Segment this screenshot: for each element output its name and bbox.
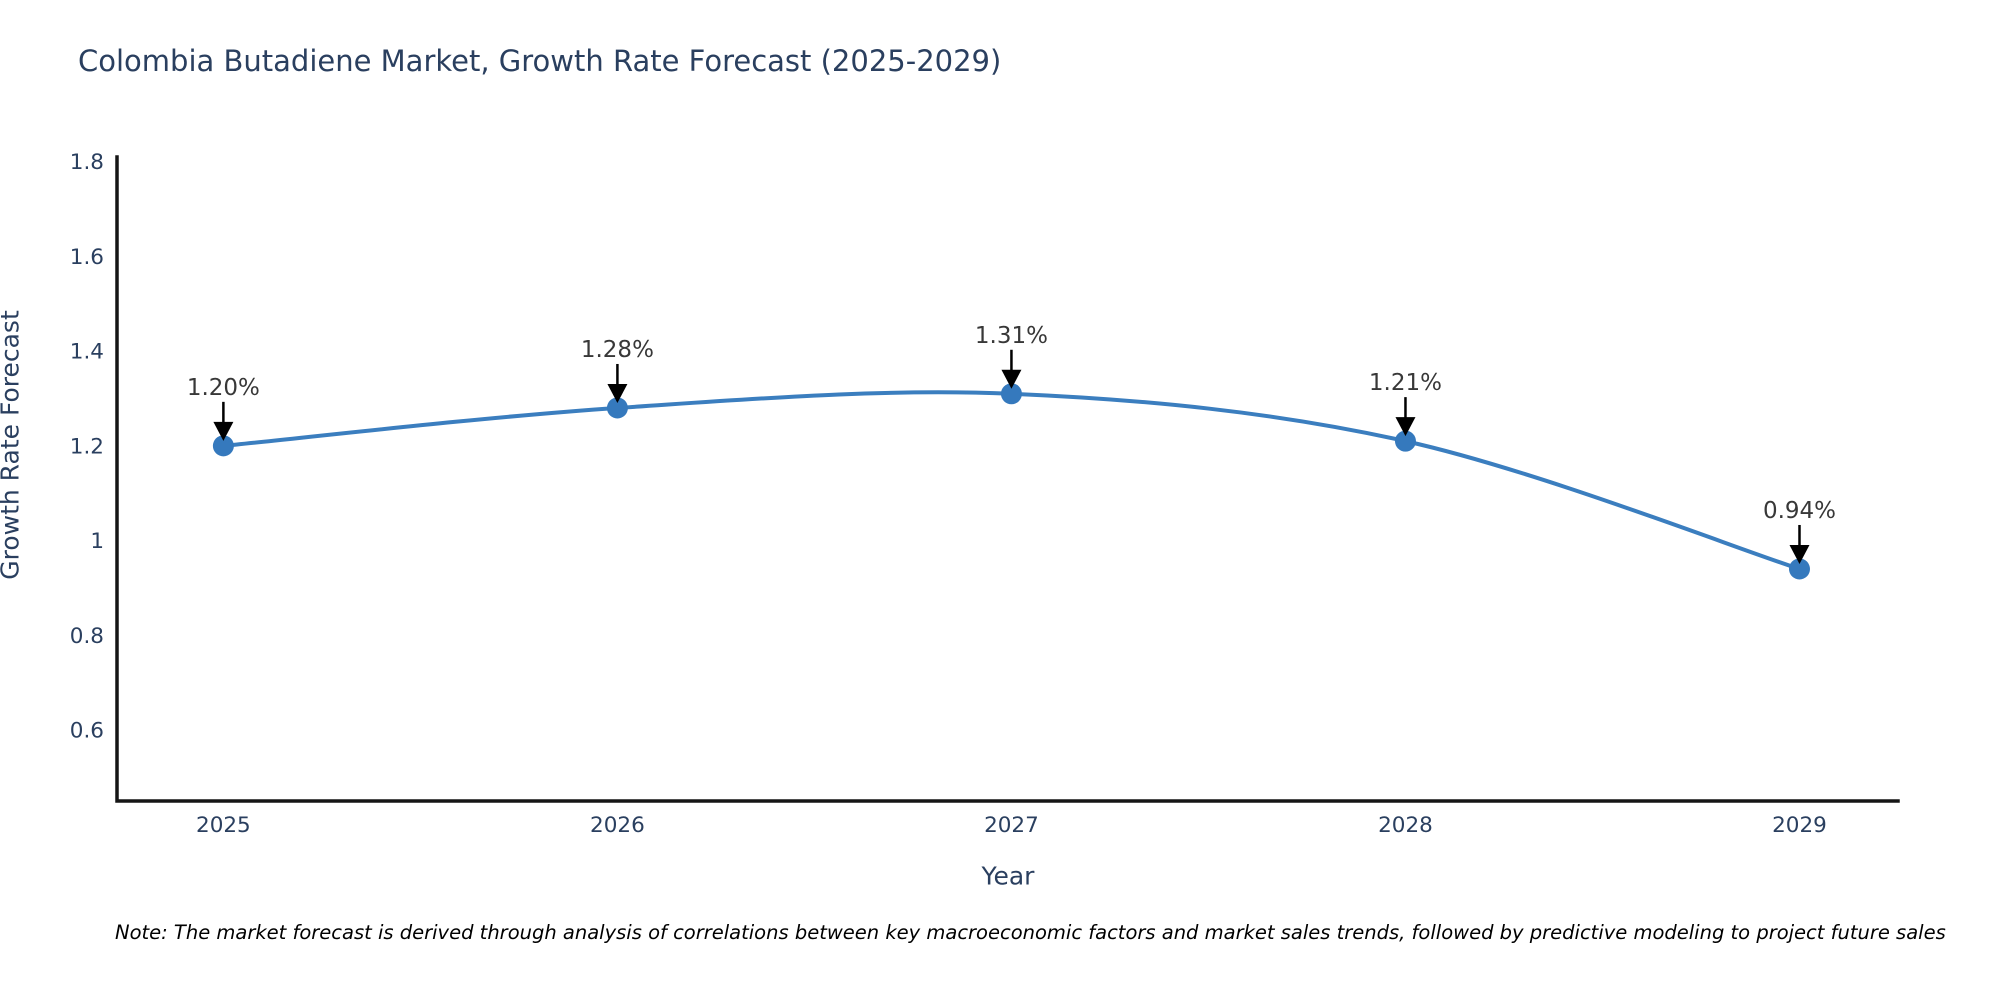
- annotation-arrowhead: [1789, 544, 1810, 564]
- y-tick-label: 1.4: [70, 340, 104, 365]
- x-axis-title: Year: [981, 861, 1035, 891]
- data-point-label: 1.20%: [187, 375, 260, 401]
- y-tick-label: 1.8: [70, 150, 104, 175]
- y-tick-label: 0.6: [70, 718, 104, 743]
- annotation-arrowhead: [1395, 417, 1416, 437]
- data-point-label: 1.31%: [975, 323, 1048, 349]
- y-tick-label: 1: [90, 529, 104, 554]
- y-tick-label: 1.6: [70, 245, 104, 270]
- x-tick-label: 2025: [196, 813, 251, 838]
- x-tick-label: 2027: [984, 813, 1039, 838]
- data-point-label: 1.28%: [581, 337, 654, 363]
- x-tick-label: 2029: [1772, 813, 1827, 838]
- y-tick-label: 1.2: [70, 434, 104, 459]
- x-tick-label: 2026: [590, 813, 645, 838]
- annotation-arrowhead: [213, 421, 234, 441]
- footnote: Note: The market forecast is derived thr…: [115, 921, 1946, 944]
- axis-lines: [115, 155, 1900, 803]
- y-axis-title: Growth Rate Forecast: [0, 310, 25, 580]
- data-point-label: 0.94%: [1763, 498, 1836, 524]
- annotation-arrowhead: [607, 383, 628, 403]
- data-point-marker[interactable]: [1000, 383, 1022, 405]
- data-point-marker[interactable]: [1394, 430, 1416, 452]
- data-point-label: 1.21%: [1369, 370, 1442, 396]
- data-point-marker[interactable]: [1788, 558, 1810, 580]
- data-point-marker[interactable]: [212, 435, 234, 457]
- y-tick-label: 0.8: [70, 624, 104, 649]
- annotation-arrowhead: [1001, 369, 1022, 389]
- data-point-marker[interactable]: [606, 397, 628, 419]
- chart-title: Colombia Butadiene Market, Growth Rate F…: [78, 44, 1002, 78]
- x-tick-label: 2028: [1378, 813, 1433, 838]
- trend-line: [223, 390, 1801, 571]
